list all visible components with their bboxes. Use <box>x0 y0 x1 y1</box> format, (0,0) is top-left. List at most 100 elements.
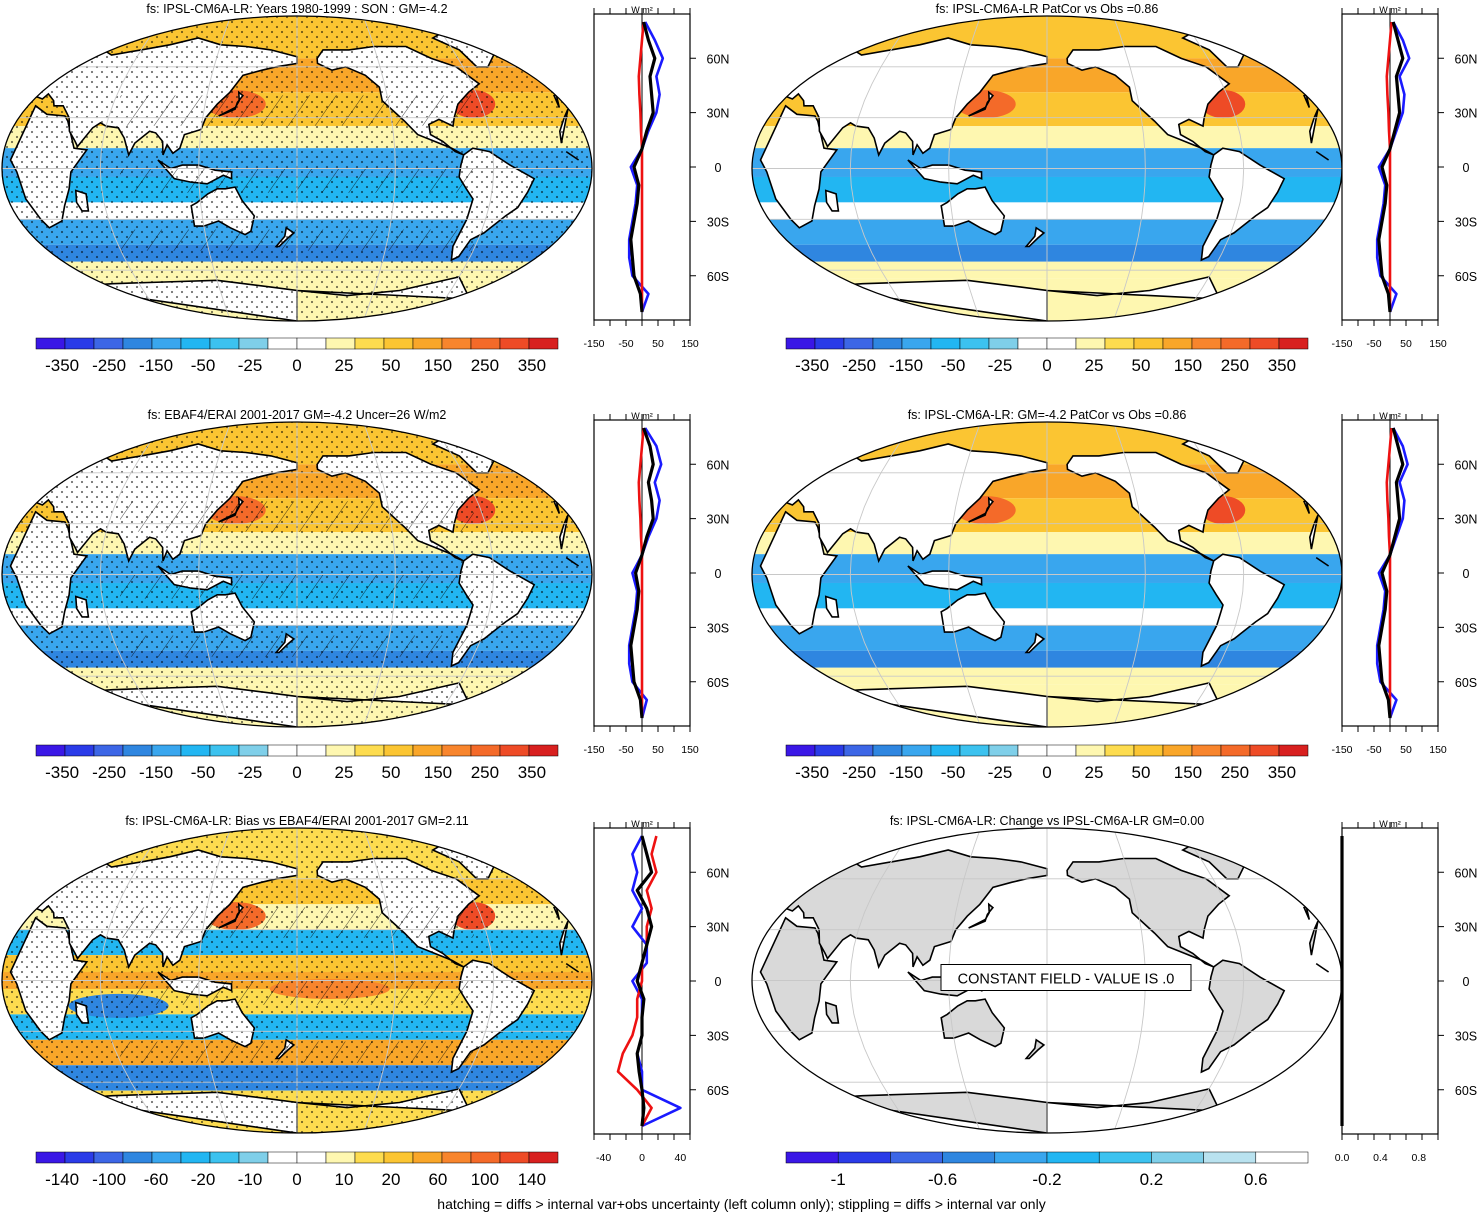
profile-ylabel: 30S <box>1455 1029 1477 1043</box>
colorbar-label: 0 <box>292 763 301 782</box>
colorbar-4: -140 -100 -60 -20 -10 0 10 20 60 100 140 <box>35 1151 559 1189</box>
continent-southAmerica <box>1200 959 1286 1074</box>
profile-ylabel: 0 <box>1463 975 1470 989</box>
colorbar-0: -350 -250 -150 -50 -25 0 25 50 150 250 350 <box>35 337 559 375</box>
colorbar-swatch <box>872 744 903 757</box>
colorbar-swatch <box>441 337 472 350</box>
map-title: fs: IPSL-CM6A-LR: Bias vs EBAF4/ERAI 200… <box>125 814 468 828</box>
colorbar-swatch <box>785 337 816 350</box>
colorbar-swatch <box>1098 1151 1152 1164</box>
colorbar-label: 0 <box>292 356 301 375</box>
colorbar-label: -150 <box>889 356 923 375</box>
map-title: fs: EBAF4/ERAI 2001-2017 GM=-4.2 Uncer=2… <box>148 408 447 422</box>
graticule-lon <box>198 422 232 727</box>
profile-series-blue <box>1375 427 1409 719</box>
colorbar-swatch <box>872 337 903 350</box>
profile-xlabel: 0.0 <box>1335 1152 1350 1164</box>
continent-madagascar <box>824 1001 840 1024</box>
colorbar-swatch <box>528 1151 559 1164</box>
profile-xlabel: 0 <box>639 1152 645 1164</box>
colorbar-label: 250 <box>1221 356 1249 375</box>
colorbar-swatch <box>942 1151 996 1164</box>
colorbar-swatch <box>238 1151 269 1164</box>
colorbar-swatch <box>1075 337 1106 350</box>
profile-xlabel: 50 <box>652 338 664 350</box>
colorbar-swatch <box>180 744 211 757</box>
zonal-profile-4: W m² 60N 30N 0 30S 60S -40 0 40 <box>593 819 729 1164</box>
colorbar-swatch <box>1046 337 1077 350</box>
colorbar-label: 150 <box>424 356 452 375</box>
colorbar-label: 250 <box>1221 763 1249 782</box>
colorbar-label: -100 <box>92 1170 126 1189</box>
colorbar-swatch <box>354 744 385 757</box>
graticule-lon <box>1179 16 1245 321</box>
profile-ylabel: 60N <box>1455 458 1478 472</box>
colorbar-swatch <box>814 337 845 350</box>
colorbar-swatch <box>35 1151 66 1164</box>
colorbar-swatch <box>1046 1151 1100 1164</box>
colorbar-swatch <box>499 1151 530 1164</box>
colorbar-swatch <box>901 744 932 757</box>
colorbar-swatch <box>528 744 559 757</box>
colorbar-swatch <box>325 1151 356 1164</box>
colorbar-label: -25 <box>988 356 1013 375</box>
colorbar-swatch <box>209 744 240 757</box>
colorbar-swatch <box>1133 337 1164 350</box>
colorbar-swatch <box>93 1151 124 1164</box>
profile-xlabel: 50 <box>1400 744 1412 756</box>
profile-series-red <box>637 427 645 718</box>
colorbar-swatch <box>151 337 182 350</box>
continent-australia <box>940 186 1006 236</box>
colorbar-swatch <box>238 744 269 757</box>
map-field <box>2 828 592 1133</box>
colorbar-swatch <box>1104 337 1135 350</box>
colorbar-label: -150 <box>139 763 173 782</box>
profile-xlabel: 0.8 <box>1411 1152 1426 1164</box>
map-panel-4: fs: IPSL-CM6A-LR: Bias vs EBAF4/ERAI 200… <box>1 814 593 1134</box>
profile-xlabel: 50 <box>1400 338 1412 350</box>
colorbar-label: 140 <box>518 1170 546 1189</box>
colorbar-swatch <box>412 744 443 757</box>
colorbar-swatch <box>1255 1151 1309 1164</box>
colorbar-3: -350 -250 -150 -50 -25 0 25 50 150 250 350 <box>785 744 1309 782</box>
profile-ylabel: 60N <box>1455 866 1478 880</box>
graticule-lon <box>849 422 915 727</box>
colorbar-swatch <box>296 337 327 350</box>
profile-xlabel: -50 <box>1366 338 1381 350</box>
colorbar-label: -50 <box>191 763 216 782</box>
map-panel-3: fs: IPSL-CM6A-LR: GM=-4.2 PatCor vs Obs … <box>751 408 1343 728</box>
colorbar-swatch <box>994 1151 1048 1164</box>
map-panel-0: fs: IPSL-CM6A-LR: Years 1980-1999 : SON … <box>1 2 593 322</box>
colorbar-swatch <box>267 744 298 757</box>
graticule-lon <box>99 16 165 321</box>
colorbar-label: -250 <box>92 356 126 375</box>
colorbar-swatch <box>959 744 990 757</box>
profile-units: W m² <box>631 411 653 421</box>
continent-nz <box>1024 1038 1046 1060</box>
colorbar-swatch <box>441 1151 472 1164</box>
colorbar-swatch <box>1017 337 1048 350</box>
constant-field-annotation: CONSTANT FIELD - VALUE IS .0 <box>940 964 1192 991</box>
colorbar-swatch <box>267 1151 298 1164</box>
colorbar-swatch <box>354 1151 385 1164</box>
colorbar-1: -350 -250 -150 -50 -25 0 25 50 150 250 350 <box>785 337 1309 375</box>
colorbar-swatch <box>837 1151 891 1164</box>
colorbar-label: 25 <box>335 356 354 375</box>
colorbar-swatch <box>35 337 66 350</box>
profile-ylabel: 60S <box>1455 676 1477 690</box>
graticule-lon <box>362 16 396 321</box>
colorbar-label: 25 <box>1085 763 1104 782</box>
profile-ylabel: 30N <box>1455 921 1478 935</box>
continent-northAmerica <box>1066 45 1231 156</box>
colorbar-swatch <box>296 1151 327 1164</box>
colorbar-swatch <box>122 744 153 757</box>
colorbar-swatch <box>354 337 385 350</box>
colorbar-swatch <box>383 744 414 757</box>
colorbar-swatch <box>1278 744 1309 757</box>
colorbar-swatch <box>151 744 182 757</box>
graticule-lon <box>849 828 915 1133</box>
profile-series-blue <box>1375 21 1411 313</box>
colorbar-swatch <box>1017 744 1048 757</box>
profile-units: W m² <box>1379 5 1401 15</box>
colorbar-label: -0.2 <box>1032 1170 1061 1189</box>
